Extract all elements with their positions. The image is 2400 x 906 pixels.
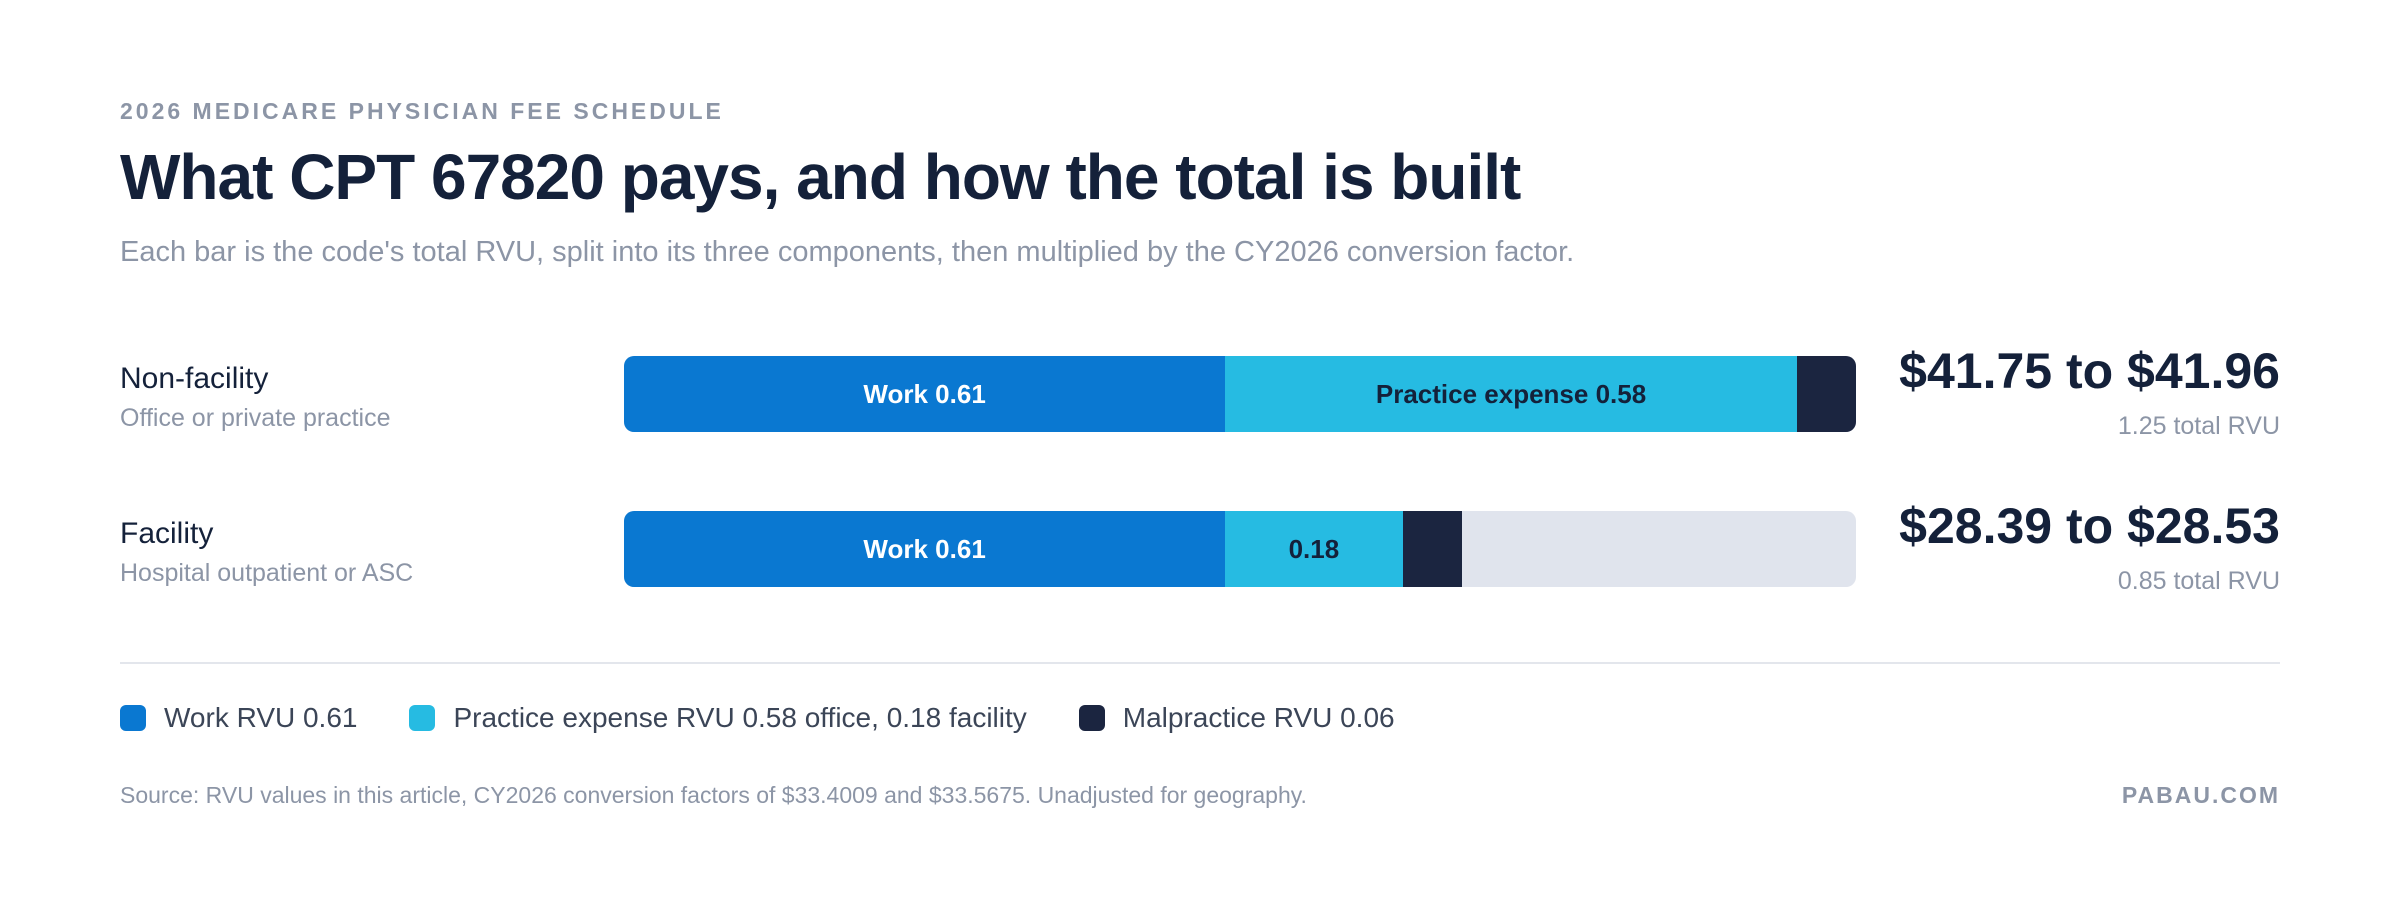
page-title: What CPT 67820 pays, and how the total i… <box>120 141 1521 213</box>
legend-swatch-practice-expense <box>409 705 436 731</box>
bar-segment-label: Work 0.61 <box>863 378 986 409</box>
bar-segment-work: Work 0.61 <box>624 356 1226 432</box>
legend-swatch-malpractice <box>1078 705 1105 731</box>
legend: Work RVU 0.61 Practice expense RVU 0.58 … <box>120 700 1447 736</box>
row-sublabel: Hospital outpatient or ASC <box>120 559 414 587</box>
bar-segment-malpractice <box>1796 356 1856 432</box>
legend-item-work: Work RVU 0.61 <box>120 702 357 734</box>
eyebrow: 2026 MEDICARE PHYSICIAN FEE SCHEDULE <box>120 98 724 124</box>
source-note: Source: RVU values in this article, CY20… <box>120 782 1307 808</box>
bar-segment-work: Work 0.61 <box>624 511 1226 587</box>
legend-swatch-work <box>120 705 146 731</box>
bar-row-nonfacility: Non-facility Office or private practice … <box>120 343 2280 464</box>
total-rvu: 0.85 total RVU <box>2117 567 2280 595</box>
row-sublabel: Office or private practice <box>120 404 391 432</box>
bar-segment-label: Work 0.61 <box>863 533 986 564</box>
legend-label: Malpractice RVU 0.06 <box>1122 702 1395 733</box>
stacked-bar: Work 0.61 0.18 <box>624 511 1856 587</box>
bar-segment-label: 0.18 <box>1288 533 1340 564</box>
bar-segment-malpractice <box>1402 511 1462 587</box>
bar-segment-practice-expense: 0.18 <box>1225 511 1403 587</box>
price-range: $41.75 to $41.96 <box>1899 343 2280 399</box>
legend-item-malpractice: Malpractice RVU 0.06 <box>1078 702 1395 734</box>
bar-row-facility: Facility Hospital outpatient or ASC Work… <box>120 498 2280 619</box>
chart-card: 2026 MEDICARE PHYSICIAN FEE SCHEDULE Wha… <box>120 0 2280 906</box>
bar-segment-label: Practice expense 0.58 <box>1375 378 1647 409</box>
brand-link[interactable]: PABAU.COM <box>2121 782 2280 808</box>
legend-item-practice-expense: Practice expense RVU 0.58 office, 0.18 f… <box>409 702 1027 734</box>
legend-label: Work RVU 0.61 <box>164 702 358 733</box>
subtitle: Each bar is the code's total RVU, split … <box>120 236 1575 268</box>
price-range: $28.39 to $28.53 <box>1899 498 2280 554</box>
legend-label: Practice expense RVU 0.58 office, 0.18 f… <box>453 702 1027 733</box>
bar-segment-practice-expense: Practice expense 0.58 <box>1225 356 1797 432</box>
total-rvu: 1.25 total RVU <box>2117 412 2280 440</box>
row-label: Non-facility <box>120 362 269 395</box>
divider <box>120 662 2280 664</box>
row-label: Facility <box>120 517 214 550</box>
stacked-bar: Work 0.61 Practice expense 0.58 <box>624 356 1856 432</box>
